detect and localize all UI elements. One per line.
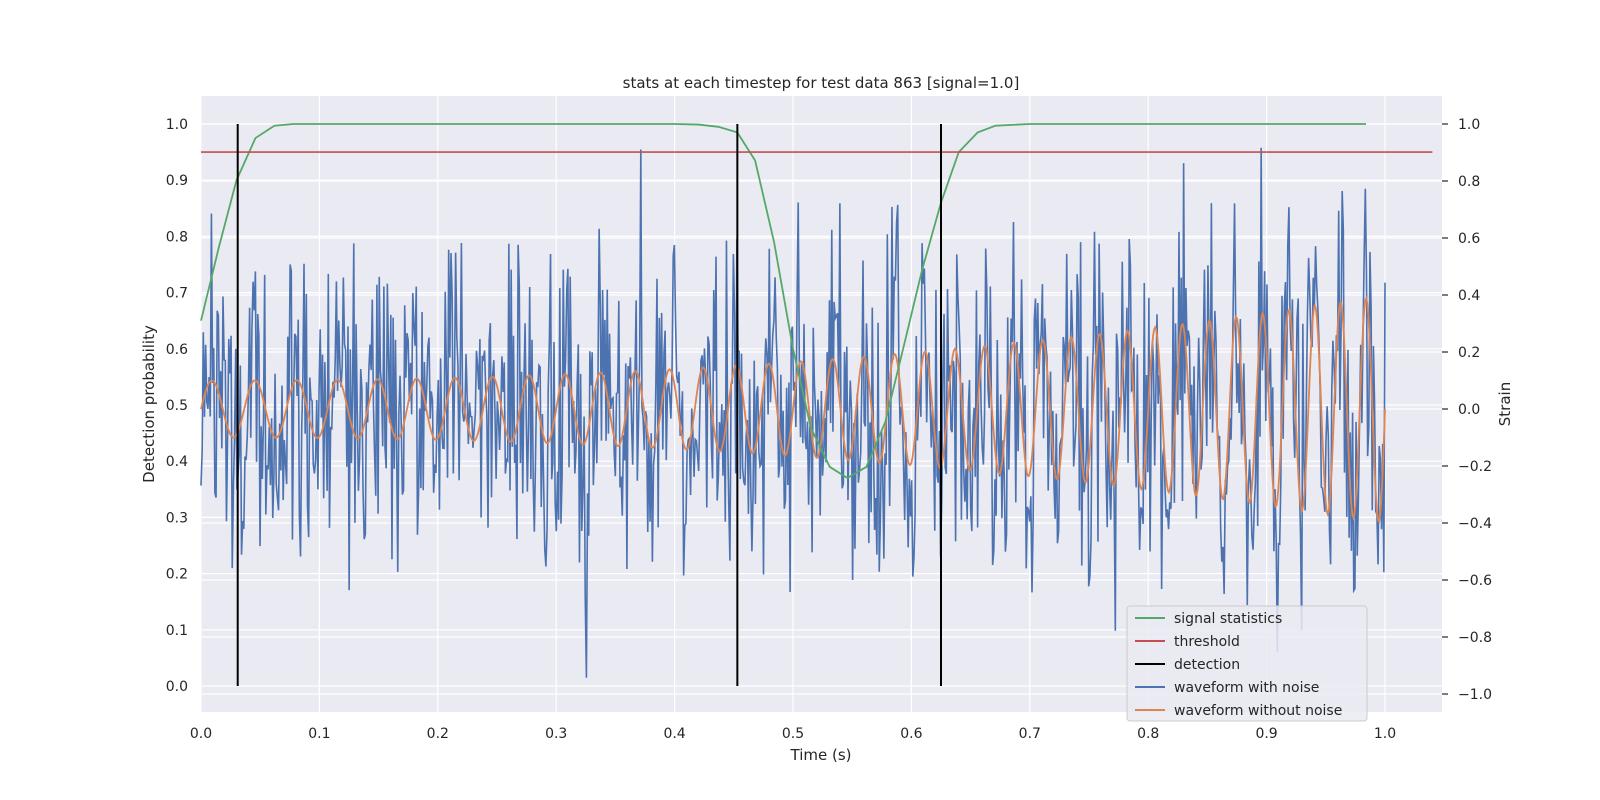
- legend-box: [1126, 605, 1368, 722]
- y-tick-label: 0.1: [166, 623, 188, 639]
- y-tick-label: 0.5: [166, 398, 188, 414]
- y-tick-label: 1.0: [166, 117, 188, 133]
- y-tick-label: 0.8: [166, 229, 188, 245]
- series-signal-statistics: [200, 123, 1367, 480]
- y-tick-label: 0.9: [166, 173, 188, 189]
- legend-label: threshold: [1174, 634, 1240, 650]
- y2-tick-label: 0.8: [1458, 174, 1480, 190]
- x-tick-label: 0.3: [545, 726, 567, 742]
- legend: signal statistics threshold detection wavef…: [1126, 605, 1368, 722]
- legend-label: waveform without noise: [1174, 703, 1342, 719]
- legend-label: detection: [1174, 657, 1240, 673]
- chart-title: stats at each timestep for test data 863…: [623, 74, 1020, 92]
- y2-tick-label: 0.4: [1458, 288, 1480, 304]
- axes-layer: 0.0 0.1 0.2 0.3 0.4 0.5 0.6 0.7 0.8 0.9 1.0 0.0 0.1 0…: [166, 117, 1492, 742]
- x-tick-label: 0.0: [190, 726, 212, 742]
- x-tick-label: 0.6: [900, 726, 922, 742]
- y-tick-label: 0.7: [166, 286, 188, 302]
- y2-tick-label: 1.0: [1458, 117, 1480, 133]
- y2-axis-label: Strain: [1496, 382, 1514, 426]
- series-layer: [200, 123, 1433, 686]
- y2-tick-label: 0.6: [1458, 231, 1480, 247]
- x-tick-label: 0.2: [427, 726, 449, 742]
- x-tick-label: 0.1: [308, 726, 330, 742]
- y2-tick-label: −0.2: [1458, 459, 1492, 475]
- x-tick-label: 0.9: [1255, 726, 1277, 742]
- x-tick-label: 0.7: [1019, 726, 1041, 742]
- y-tick-label: 0.0: [166, 679, 188, 695]
- legend-label: signal statistics: [1174, 611, 1282, 627]
- series-waveform-without-noise: [200, 295, 1386, 524]
- y-tick-label: 0.3: [166, 510, 188, 526]
- x-tick-label: 0.4: [663, 726, 685, 742]
- x-tick-label: 0.8: [1137, 726, 1159, 742]
- legend-label: waveform with noise: [1174, 680, 1319, 696]
- y2-tick-label: −1.0: [1458, 687, 1492, 703]
- y-axis-label: Detection probability: [140, 325, 158, 483]
- y-tick-label: 0.4: [166, 454, 188, 470]
- y2-tick-label: 0.0: [1458, 402, 1480, 418]
- y2-tick-label: −0.8: [1458, 630, 1492, 646]
- y-tick-label: 0.2: [166, 567, 188, 583]
- y2-tick-label: −0.4: [1458, 516, 1492, 532]
- x-axis-label: Time (s): [790, 746, 852, 764]
- x-tick-label: 1.0: [1374, 726, 1396, 742]
- x-tick-label: 0.5: [782, 726, 804, 742]
- y2-tick-label: 0.2: [1458, 345, 1480, 361]
- y-tick-label: 0.6: [166, 342, 188, 358]
- series-waveform-with-noise: [200, 147, 1386, 678]
- y2-tick-label: −0.6: [1458, 573, 1492, 589]
